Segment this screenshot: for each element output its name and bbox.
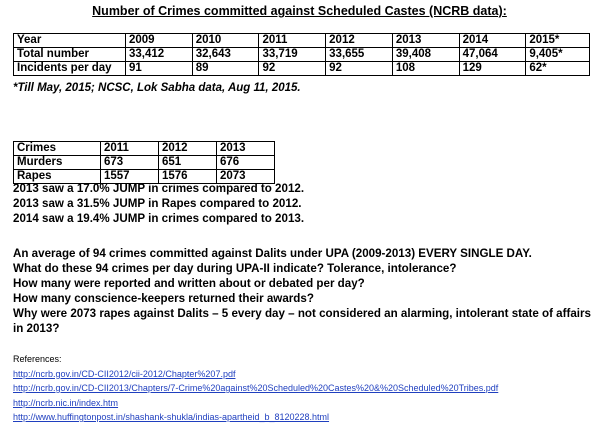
jump-statement: 2014 saw a 19.4% JUMP in crimes compared…: [13, 212, 305, 225]
table-header-cell: 2010: [191, 33, 260, 48]
table-row: Incidents per day 91 89 92 92 108 129 62…: [13, 61, 590, 76]
table-header-cell: 2011: [258, 33, 327, 48]
reference-link[interactable]: http://ncrb.gov.in/CD-CII2013/Chapters/7…: [13, 383, 499, 393]
table-cell: 33,412: [125, 47, 193, 62]
table-header-cell: 2015*: [525, 33, 590, 48]
table-header-cell: 2014: [458, 33, 527, 48]
references-heading: References:: [13, 354, 62, 364]
crimes-by-year-table: Year 2009 2010 2011 2012 2013 2014 2015*…: [13, 33, 590, 76]
table-cell: 47,064: [458, 47, 527, 62]
footnote: *Till May, 2015; NCSC, Lok Sabha data, A…: [13, 82, 301, 94]
question-line: How many conscience-keepers returned the…: [13, 292, 314, 305]
table-cell: 39,408: [391, 47, 460, 62]
table-cell: 89: [191, 61, 260, 76]
table-cell: 92: [258, 61, 327, 76]
jump-statement: 2013 saw a 31.5% JUMP in Rapes compared …: [13, 197, 302, 210]
question-line: How many were reported and written about…: [13, 277, 365, 290]
table-cell: 92: [325, 61, 393, 76]
table-header-cell: Year: [13, 33, 126, 48]
question-line: Why were 2073 rapes against Dalits – 5 e…: [13, 307, 591, 335]
table-header-cell: 2013: [216, 141, 275, 156]
table-cell: 1576: [158, 169, 217, 184]
questions-paragraph: An average of 94 crimes committed agains…: [13, 246, 593, 336]
page-title: Number of Crimes committed against Sched…: [92, 4, 507, 18]
question-line: An average of 94 crimes committed agains…: [13, 247, 532, 260]
murders-rapes-table: Crimes 2011 2012 2013 Murders 673 651 67…: [13, 141, 275, 184]
table-header-cell: 2013: [391, 33, 460, 48]
table-cell: 129: [458, 61, 527, 76]
table-cell: 32,643: [191, 47, 260, 62]
table-cell: 33,719: [258, 47, 327, 62]
table-cell: Rapes: [13, 169, 101, 184]
table-header-cell: 2011: [100, 141, 159, 156]
reference-link[interactable]: http://www.huffingtonpost.in/shashank-sh…: [13, 412, 330, 422]
table-cell: 673: [100, 155, 159, 170]
table-header-cell: 2012: [325, 33, 393, 48]
question-line: What do these 94 crimes per day during U…: [13, 262, 457, 275]
table-header-row: Year 2009 2010 2011 2012 2013 2014 2015*: [13, 33, 590, 48]
reference-link[interactable]: http://ncrb.gov.in/CD-CII2012/cii-2012/C…: [13, 368, 236, 379]
reference-link[interactable]: http://ncrb.nic.in/index.htm: [13, 397, 119, 408]
table-cell: 9,405*: [525, 47, 590, 62]
references: References: http://ncrb.gov.in/CD-CII201…: [13, 352, 498, 425]
table-row: Total number 33,412 32,643 33,719 33,655…: [13, 47, 590, 62]
table-cell: Total number: [13, 47, 126, 62]
table-cell: Incidents per day: [13, 61, 126, 76]
jump-statement: 2013 saw a 17.0% JUMP in crimes compared…: [13, 182, 305, 195]
table-cell: 651: [158, 155, 217, 170]
table-header-row: Crimes 2011 2012 2013: [13, 141, 275, 156]
table-cell: 62*: [525, 61, 590, 76]
table-cell: 108: [391, 61, 460, 76]
table-cell: 2073: [216, 169, 275, 184]
table-cell: 33,655: [325, 47, 393, 62]
table-header-cell: 2009: [125, 33, 193, 48]
table-header-cell: 2012: [158, 141, 217, 156]
table-cell: 91: [125, 61, 193, 76]
table-cell: 676: [216, 155, 275, 170]
table-cell: Murders: [13, 155, 101, 170]
table-header-cell: Crimes: [13, 141, 101, 156]
jump-statements: 2013 saw a 17.0% JUMP in crimes compared…: [13, 181, 304, 226]
table-row: Murders 673 651 676: [13, 155, 275, 170]
table-row: Rapes 1557 1576 2073: [13, 169, 275, 184]
